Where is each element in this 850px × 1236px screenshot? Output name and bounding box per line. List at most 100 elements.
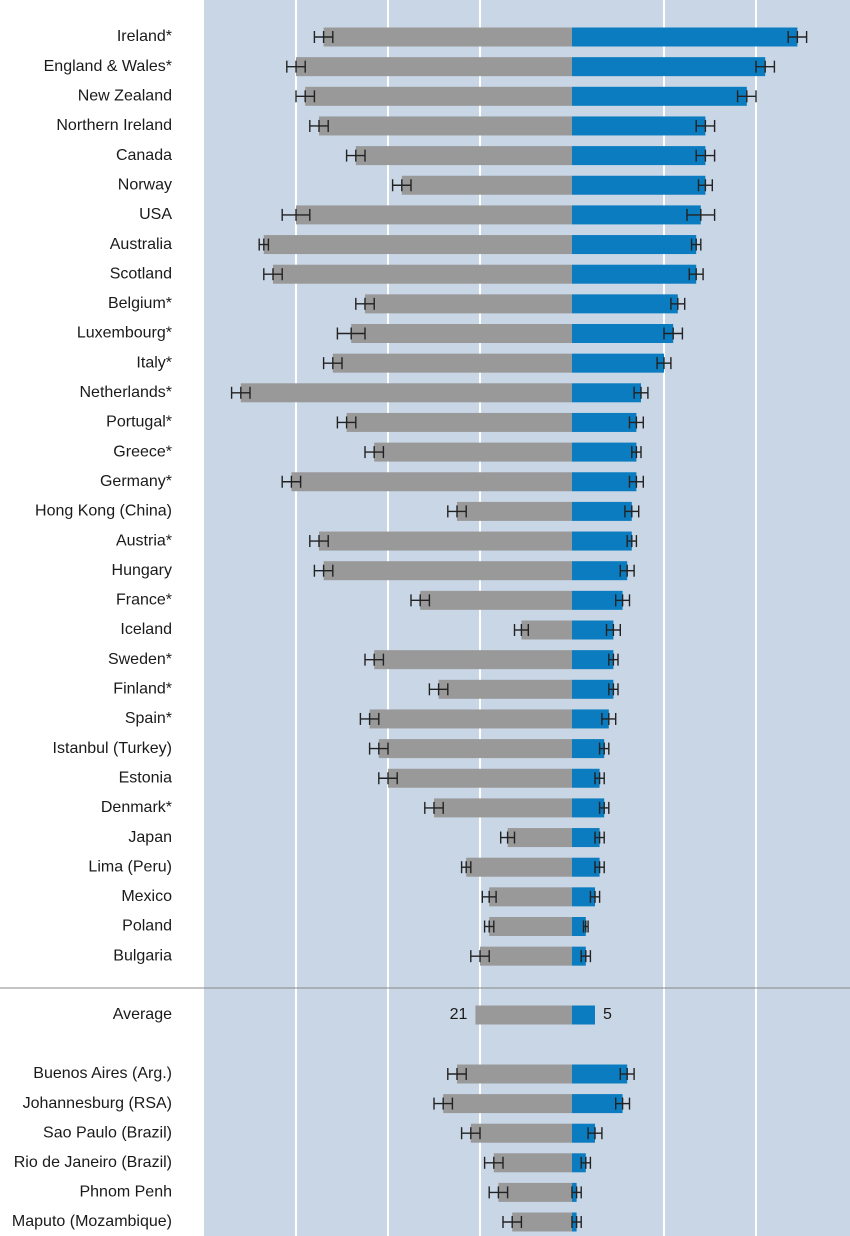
error-bar — [513, 624, 529, 636]
bar — [351, 324, 572, 343]
bar — [365, 294, 572, 314]
category-label: Istanbul (Turkey) — [53, 740, 172, 757]
error-bar — [571, 1216, 582, 1228]
bar — [572, 620, 614, 640]
bar — [457, 1064, 572, 1084]
error-bar — [424, 801, 444, 814]
bar — [572, 501, 632, 521]
category-label: Australia — [110, 236, 172, 253]
bar — [572, 324, 674, 343]
bar — [572, 1005, 595, 1025]
error-bar — [624, 505, 640, 518]
error-bar — [309, 119, 329, 132]
bar — [323, 27, 572, 47]
error-bar — [589, 890, 601, 903]
error-bar — [322, 357, 343, 370]
bar — [572, 294, 678, 314]
error-bar — [695, 149, 716, 162]
category-label: Italy* — [136, 354, 172, 371]
bar — [572, 116, 706, 136]
bar — [572, 679, 614, 699]
bar — [507, 828, 572, 848]
bar — [332, 353, 572, 373]
value-label: 21 — [450, 1006, 468, 1023]
error-bar — [571, 1186, 582, 1199]
bar — [401, 175, 572, 195]
category-label: Lima (Peru) — [88, 858, 172, 875]
category-label: Rio de Janeiro (Brazil) — [14, 1154, 172, 1171]
bar — [374, 650, 572, 670]
bar — [572, 1064, 628, 1084]
error-bar — [500, 831, 516, 844]
error-bar — [587, 1127, 603, 1140]
error-bar — [594, 861, 605, 874]
bar — [572, 205, 701, 225]
error-bar — [313, 31, 334, 43]
error-bar — [608, 683, 619, 696]
error-bar — [598, 742, 610, 755]
bar — [572, 86, 747, 106]
bar — [572, 442, 637, 462]
bar — [273, 264, 572, 284]
bar — [466, 857, 572, 877]
error-bar — [686, 208, 716, 221]
bar — [378, 739, 572, 759]
category-label: New Zealand — [78, 88, 172, 105]
category-label: Northern Ireland — [56, 117, 172, 134]
bar — [572, 561, 628, 581]
bar — [572, 1094, 623, 1114]
category-label: Average — [113, 1006, 172, 1023]
error-bar — [336, 327, 366, 340]
bar — [572, 946, 586, 966]
error-bar — [628, 416, 644, 429]
error-bar — [608, 653, 619, 666]
error-bar — [755, 60, 776, 73]
bar — [493, 1153, 572, 1173]
error-bar — [410, 594, 431, 607]
bar — [512, 1212, 572, 1232]
bar — [572, 650, 614, 670]
error-bar — [619, 564, 635, 577]
bar — [572, 709, 609, 729]
category-label: Portugal* — [106, 414, 172, 431]
error-bar — [615, 594, 631, 607]
bar — [489, 887, 572, 907]
error-bar — [481, 890, 497, 903]
category-label: Luxembourg* — [77, 325, 172, 342]
value-label: 5 — [603, 1006, 612, 1023]
error-bar — [598, 801, 610, 814]
bar — [470, 1123, 572, 1143]
bar — [388, 768, 572, 788]
error-bar — [336, 416, 357, 429]
error-bar — [460, 861, 472, 874]
error-bar — [594, 831, 605, 844]
bar — [438, 679, 572, 699]
bar — [263, 235, 572, 255]
bar — [572, 798, 605, 818]
error-bar — [601, 712, 617, 725]
bar — [572, 146, 706, 166]
bar — [475, 1005, 572, 1025]
error-bar — [258, 238, 270, 251]
error-bar — [230, 386, 251, 399]
error-bar — [281, 475, 302, 488]
bar — [572, 264, 697, 284]
error-bar — [787, 31, 808, 43]
error-bar — [619, 1068, 635, 1080]
category-label: Estonia — [119, 769, 172, 786]
category-label: Hong Kong (China) — [35, 503, 172, 520]
bar — [572, 175, 706, 195]
bar — [480, 946, 572, 966]
error-bar — [263, 268, 283, 281]
error-bar — [345, 149, 366, 162]
bar — [572, 917, 586, 936]
error-bar — [580, 1156, 592, 1169]
category-label: Denmark* — [101, 799, 172, 816]
bar — [521, 620, 572, 640]
bar — [572, 768, 600, 788]
category-label: USA — [139, 206, 172, 223]
error-bar — [670, 297, 686, 310]
bar — [369, 709, 572, 729]
bar — [498, 1182, 572, 1202]
